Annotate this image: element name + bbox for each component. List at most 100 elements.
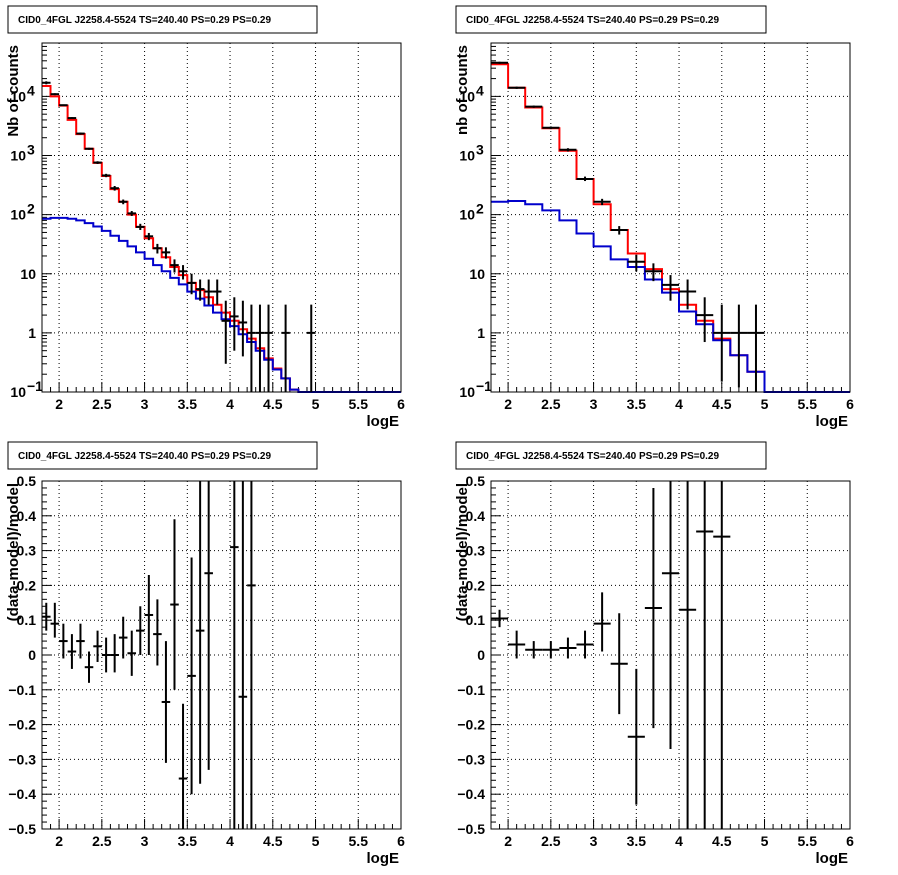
x-tick-label: 6 — [846, 833, 854, 849]
y-tick-label: 0.4 — [17, 508, 37, 524]
x-axis-label: logE — [367, 850, 400, 867]
data-point — [76, 623, 85, 659]
plot-frame — [490, 42, 851, 393]
x-tick-label: 2.5 — [92, 833, 112, 849]
x-tick-label: 3.5 — [178, 833, 198, 849]
data-point — [212, 279, 222, 305]
x-tick-label: 3 — [141, 833, 149, 849]
y-tick-label: 1 — [28, 325, 36, 341]
data-point — [221, 300, 231, 364]
y-tick-exponent: −1 — [476, 378, 492, 394]
chart-title: CID0_4FGL J2258.4-5524 TS=240.40 PS=0.29… — [18, 15, 271, 26]
y-tick-label: 10 — [10, 384, 26, 400]
data-point — [576, 630, 594, 659]
y-tick-label: 0.2 — [17, 577, 37, 593]
x-tick-label: 3.5 — [178, 396, 198, 412]
data-point — [187, 557, 196, 795]
y-tick-label: 10 — [469, 266, 485, 282]
x-tick-label: 4.5 — [263, 833, 283, 849]
data-point — [127, 211, 137, 216]
data-point — [195, 481, 205, 784]
x-tick-label: 5.5 — [349, 396, 369, 412]
x-tick-label: 2.5 — [92, 396, 112, 412]
data-point — [110, 634, 119, 673]
data-point — [136, 606, 145, 655]
data-point — [101, 173, 111, 178]
x-tick-label: 2.5 — [541, 833, 561, 849]
x-tick-label: 5 — [312, 833, 320, 849]
data-point — [170, 259, 179, 273]
y-tick-label: 10 — [459, 207, 475, 223]
data-point — [93, 630, 102, 662]
y-tick-label: 0 — [28, 647, 36, 663]
data-point — [153, 243, 162, 254]
data-point — [730, 304, 748, 388]
data-point — [696, 481, 714, 829]
chart-title: CID0_4FGL J2258.4-5524 TS=240.40 PS=0.29… — [466, 15, 719, 26]
y-tick-label: 0.4 — [466, 508, 486, 524]
title-box — [455, 441, 767, 470]
chart-panel-counts-right: CID0_4FGL J2258.4-5524 TS=240.40 PS=0.29… — [454, 5, 854, 430]
x-axis-label: logE — [367, 413, 400, 430]
data-point — [93, 161, 102, 164]
x-tick-label: 3 — [590, 833, 598, 849]
data-point — [281, 304, 290, 392]
data-point — [238, 300, 248, 357]
y-tick-label: −0.1 — [457, 682, 485, 698]
chart-title: CID0_4FGL J2258.4-5524 TS=240.40 PS=0.29… — [18, 451, 271, 462]
x-tick-label: 5 — [761, 396, 769, 412]
data-point — [187, 273, 196, 295]
title-box — [455, 5, 767, 34]
y-tick-label: −0.3 — [457, 751, 485, 767]
data-point — [713, 304, 731, 382]
data-point — [204, 481, 213, 770]
data-point — [542, 641, 560, 659]
data-point — [491, 609, 509, 628]
data-point — [247, 304, 256, 392]
y-tick-label: 0.1 — [17, 612, 37, 628]
x-tick-label: 3 — [590, 396, 598, 412]
data-point — [644, 263, 662, 282]
data-point — [576, 176, 594, 182]
x-tick-label: 6 — [397, 833, 405, 849]
y-tick-exponent: 4 — [476, 82, 484, 98]
y-tick-label: 10 — [10, 88, 26, 104]
data-point — [136, 223, 145, 230]
x-tick-label: 4 — [675, 396, 683, 412]
y-tick-label: 10 — [20, 266, 36, 282]
title-box — [7, 5, 318, 34]
plot-frame — [490, 480, 851, 830]
y-tick-exponent: 4 — [27, 82, 35, 98]
y-tick-exponent: 3 — [476, 142, 484, 158]
x-tick-label: 4.5 — [712, 396, 732, 412]
data-point — [195, 279, 205, 301]
data-point — [110, 186, 119, 191]
data-point — [306, 304, 316, 392]
y-tick-label: 10 — [459, 384, 475, 400]
y-tick-label: −0.5 — [8, 821, 36, 837]
data-point — [127, 630, 137, 676]
x-tick-label: 2 — [504, 396, 512, 412]
plot-frame — [41, 480, 402, 830]
data-point — [161, 641, 171, 763]
x-tick-label: 3.5 — [627, 833, 647, 849]
data-point — [67, 117, 77, 120]
data-point — [593, 592, 611, 652]
data-point — [627, 254, 645, 272]
y-tick-label: 10 — [10, 148, 26, 164]
y-axis-label: Nb of counts — [5, 45, 22, 137]
data-point — [84, 147, 94, 150]
data-point — [42, 81, 51, 85]
y-tick-label: 10 — [10, 207, 26, 223]
data-point — [204, 279, 213, 305]
x-tick-label: 4 — [226, 833, 234, 849]
x-axis-label: logE — [816, 413, 849, 430]
chart-panel-residual-left: CID0_4FGL J2258.4-5524 TS=240.40 PS=0.29… — [5, 441, 405, 867]
data-point — [679, 481, 697, 829]
y-tick-label: −0.4 — [8, 786, 36, 802]
x-tick-label: 4 — [675, 833, 683, 849]
y-tick-label: 10 — [459, 88, 475, 104]
y-tick-label: 0.5 — [17, 473, 37, 489]
x-axis-label: logE — [816, 850, 849, 867]
data-point — [144, 574, 154, 655]
